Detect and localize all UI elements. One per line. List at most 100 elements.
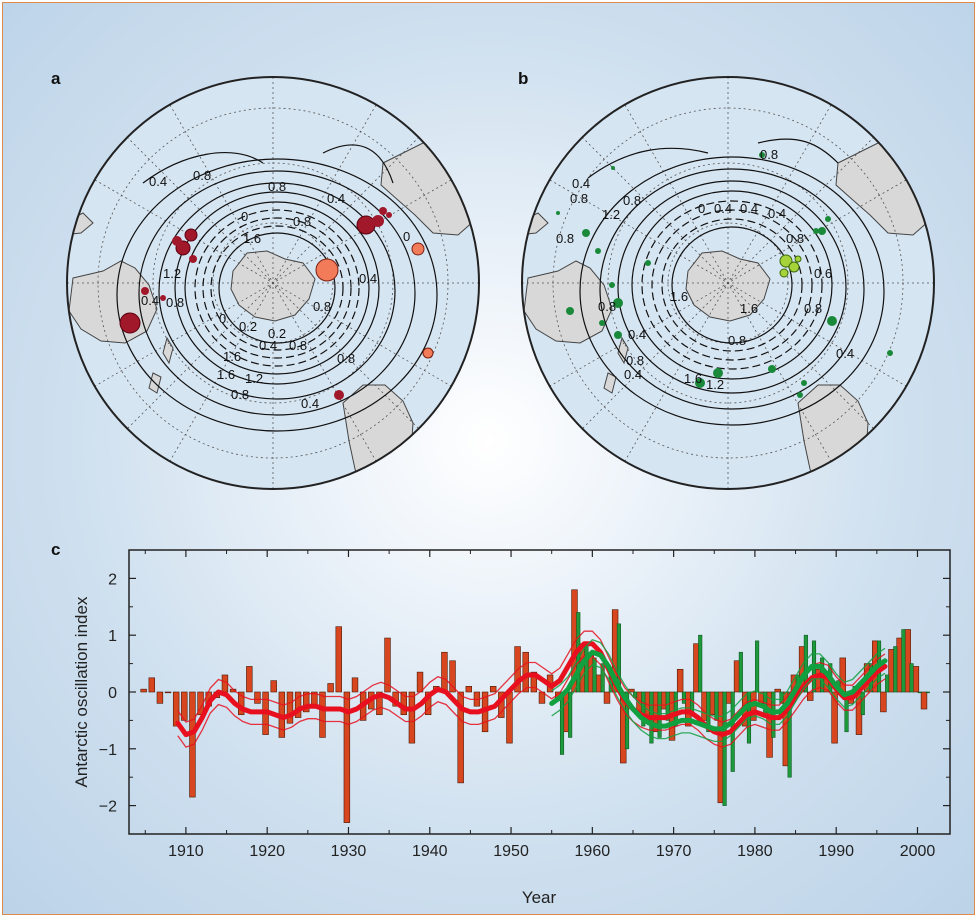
contour-label: 1.6 [243,231,261,246]
contours [579,138,885,426]
x-tick-label: 1990 [818,843,854,860]
south-america-landmass [797,384,869,489]
contour-label: 0.8 [337,351,355,366]
bar-red [408,691,416,744]
bar-red [839,657,846,693]
panel-a-letter: a [51,69,61,88]
contour-label: 0.4 [628,327,646,342]
y-axis-label: Antarctic oscillation index [72,596,91,787]
contour-label: 0.4 [259,338,277,353]
contour-label: 0 [403,229,410,244]
contour-label: 0 [219,311,226,326]
bar-green [624,691,630,750]
x-tick-label: 1970 [656,843,692,860]
contour-label: 0.8 [804,301,822,316]
graticule [522,77,934,489]
bar-red [351,677,359,693]
contour-label: 0.8 [268,179,286,194]
x-tick-label: 1920 [249,843,285,860]
bar-red [774,688,781,693]
bar-red [530,671,538,693]
bar-green [755,640,760,693]
x-tick-label: 1930 [331,843,367,860]
bar-green [893,646,898,693]
x-axis-label: Year [522,888,557,907]
bar-red [441,651,448,693]
contour-label: 0.8 [570,191,588,206]
y-tick-label: −1 [99,742,117,759]
bar-green [559,691,565,755]
red-uncertainty-line [177,630,886,723]
bar-green [600,663,605,693]
bar-red [424,691,432,716]
contour-label: 0.4 [714,201,732,216]
contour-label: 0.8 [193,168,211,183]
bar-red [164,691,172,694]
station-dots [556,152,893,398]
bar-red [912,666,920,693]
bar-green [657,691,662,738]
bar-green [917,691,922,694]
bar-red [920,691,928,710]
x-tick-label: 1950 [493,843,529,860]
green-smoothed-line [549,649,888,732]
bar-green [641,691,646,727]
bar-red [506,691,513,744]
contour-label: 0.8 [231,387,249,402]
y-tick-label: −2 [99,799,117,816]
bar-red [416,671,424,693]
green-uncertainty-line [551,638,886,718]
contour-label: 0.8 [728,333,746,348]
bar-green [592,657,597,693]
contour-label: 0.4 [149,174,167,189]
contour-label: 1.2 [706,377,724,392]
bar-red [156,691,164,704]
bar-red [140,688,147,693]
contour-label: 0.6 [814,266,832,281]
contour-label: 0.2 [239,319,257,334]
bar-green [738,651,743,693]
contours [116,144,438,432]
contour-label: 1.6 [684,371,702,386]
contour-label: 1.6 [740,301,758,316]
contour-label: 1.2 [245,371,263,386]
bar-red [343,691,351,823]
bar-green [568,691,573,738]
red-smoothed-line [175,641,888,738]
contour-label-group: 0.8 0.4 0.8 1.2 0.8 0 0.4 0.4 0.8 0.4 0.… [556,147,854,392]
bar-red [294,691,302,718]
bar-green [803,634,808,693]
contour-label: 0.4 [624,367,642,382]
panel-b-letter: b [518,69,529,88]
bar-green [722,691,727,806]
bar-red [880,691,887,713]
bar-red [246,666,253,693]
contour-label: 0.8 [313,299,331,314]
contour-label: 0.4 [359,271,377,286]
nz-landmass [148,336,174,394]
bar-red [270,680,277,693]
x-tick-label: 2000 [900,843,936,860]
bar-red [603,691,611,704]
contour-label: 0.4 [836,346,854,361]
bar-green [787,691,792,778]
bar-green [665,691,670,721]
bar-green [706,691,711,733]
panel-a-map: 0.4 0.8 0.8 0.4 0 0.8 1.2 1.6 0.4 0.8 1.… [66,76,480,490]
contour-label: 1.6 [217,367,235,382]
contour-label: 0.8 [623,193,641,208]
contour-label: 0.2 [268,326,286,341]
contour-label: 1.2 [163,266,181,281]
panel-b-map: 0.8 0.4 0.8 1.2 0.8 0 0.4 0.4 0.8 0.4 0.… [521,76,935,490]
x-tick-label: 1940 [412,843,448,860]
contour-label: 0.4 [768,206,786,221]
contour-label: 1.6 [223,349,241,364]
station-dots [119,207,434,400]
bar-red [286,691,294,724]
contour-label: 0.8 [598,299,616,314]
x-tick-label: 1910 [168,843,204,860]
bar-red [254,691,261,704]
bar-red [148,677,155,693]
x-tick-label: 1980 [737,843,773,860]
